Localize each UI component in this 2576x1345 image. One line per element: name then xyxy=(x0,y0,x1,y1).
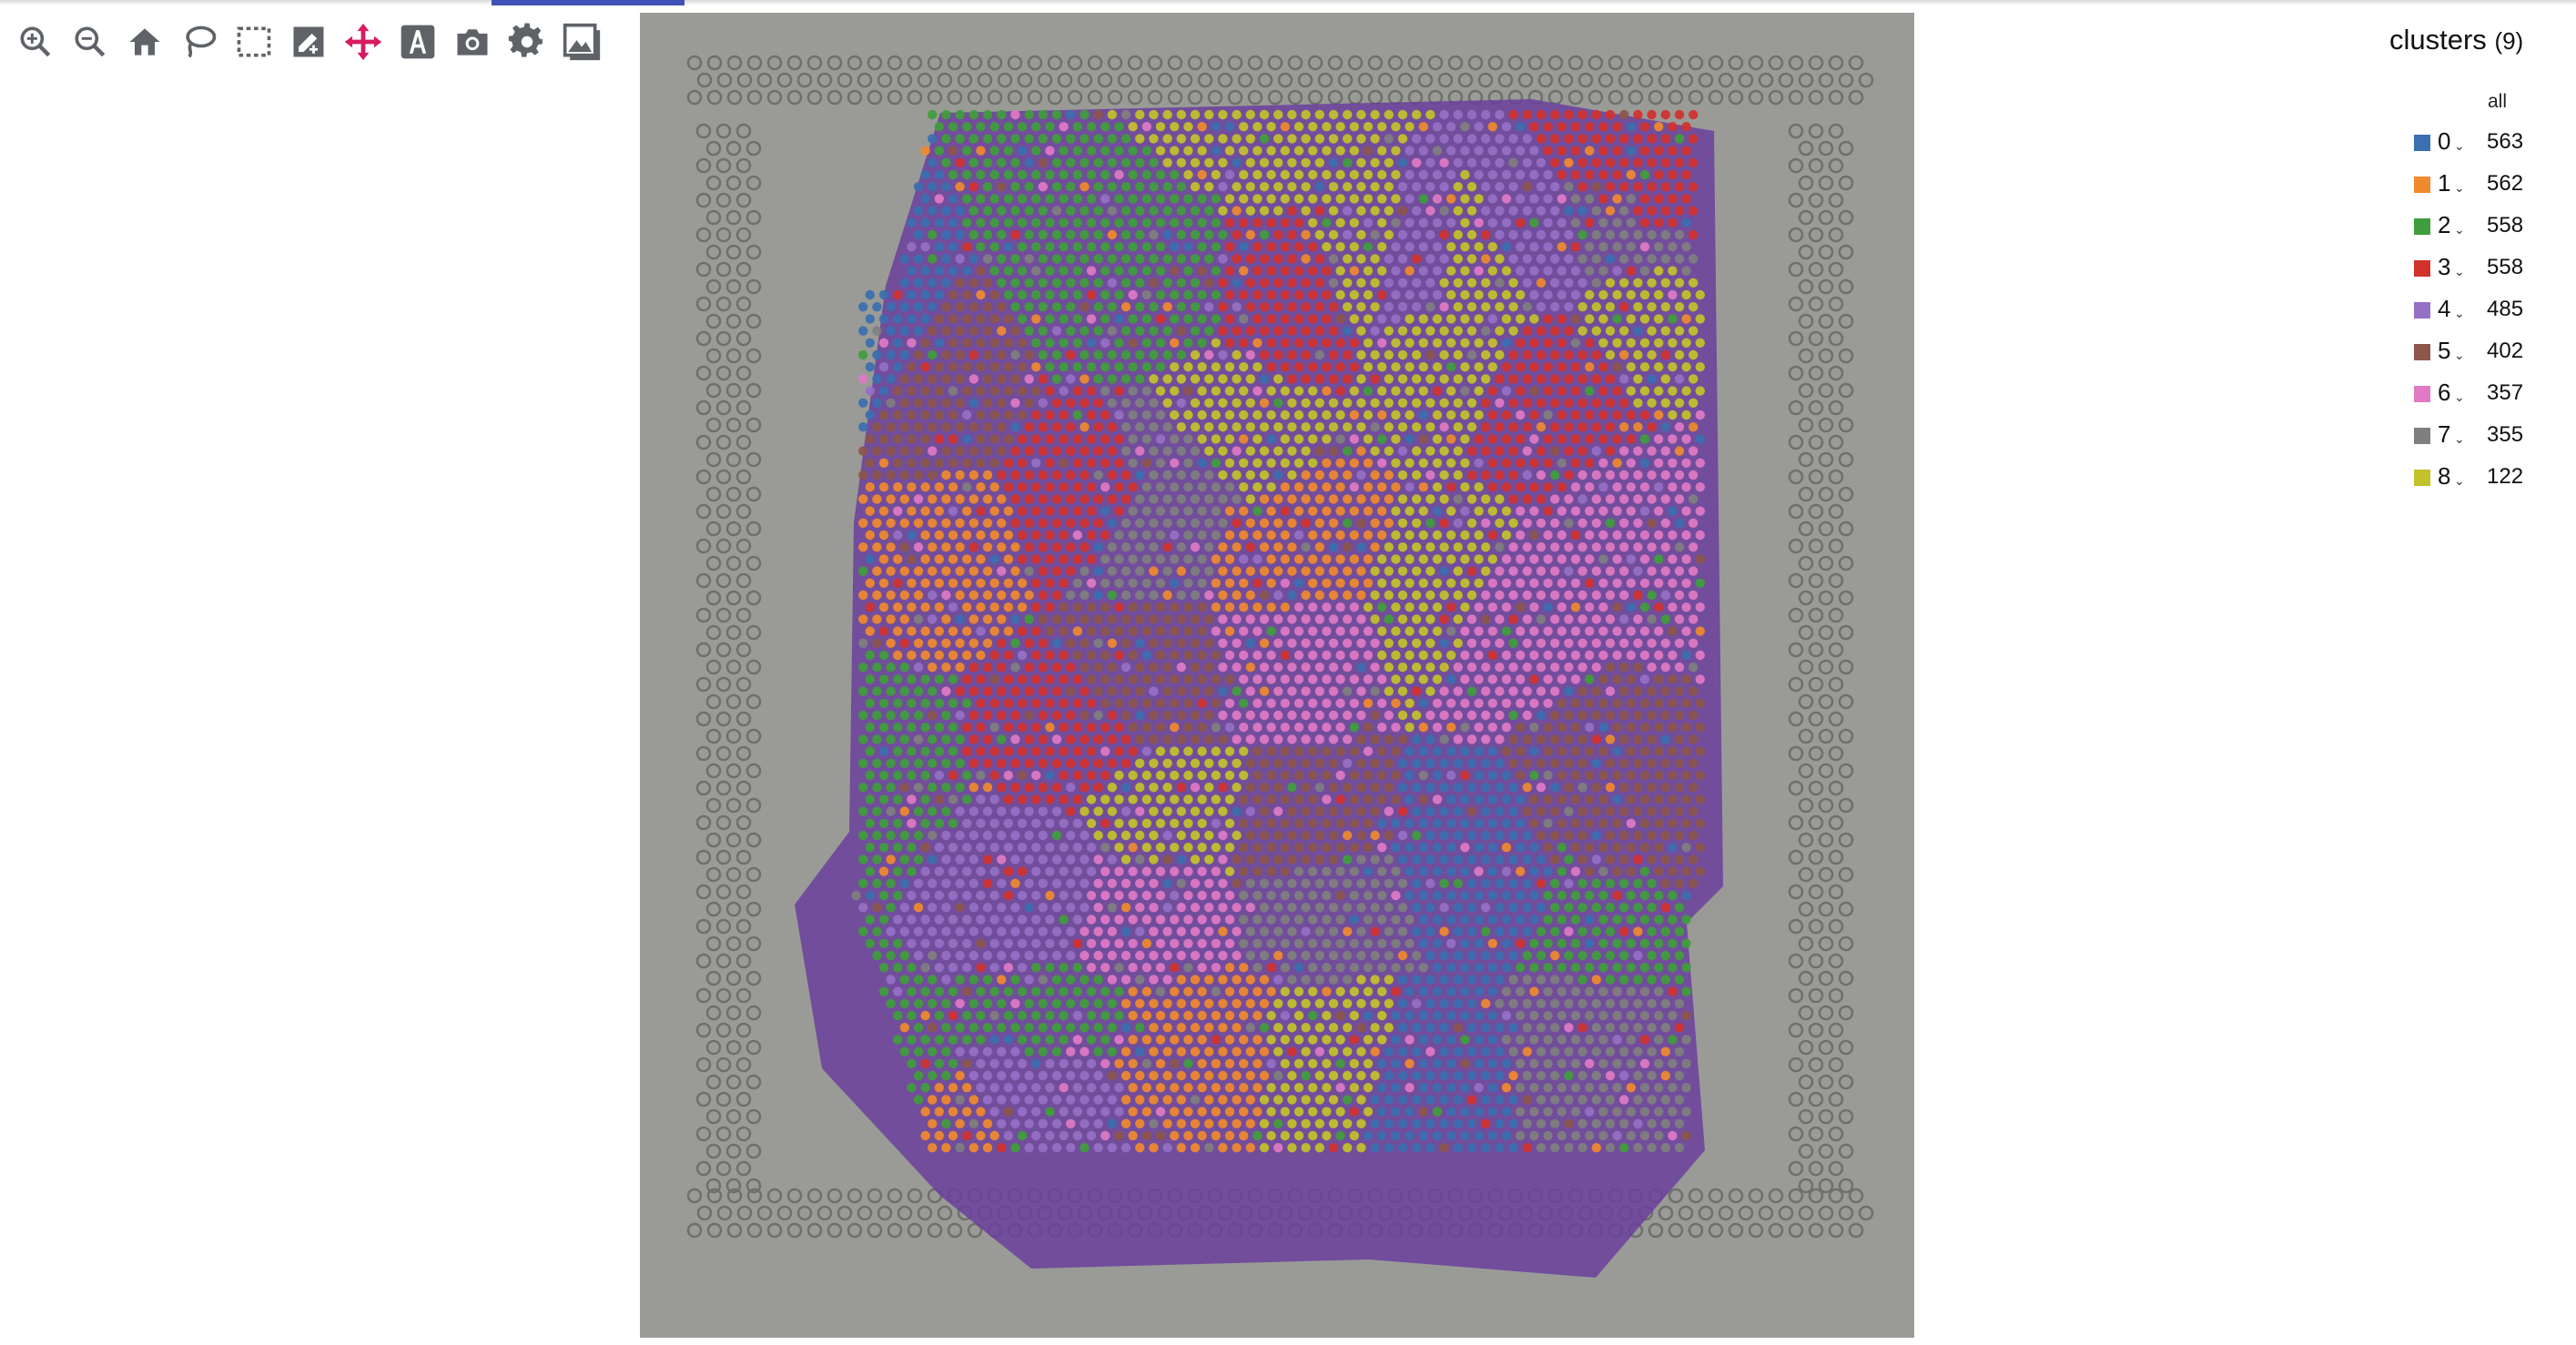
chevron-down-icon[interactable]: ⌄ xyxy=(2454,348,2465,362)
legend-swatch xyxy=(2414,428,2430,444)
legend-item-8[interactable]: 8 ⌄ 122 xyxy=(2414,460,2560,502)
image-icon xyxy=(563,23,601,61)
legend-item-count: 563 xyxy=(2487,129,2524,154)
legend-item-count: 402 xyxy=(2487,339,2524,363)
legend-item-label: 1 xyxy=(2438,169,2451,197)
legend-title-text: clusters xyxy=(2389,24,2487,56)
zoom-out-button[interactable] xyxy=(67,16,113,67)
legend-item-label: 0 xyxy=(2438,127,2451,155)
legend-item-label: 7 xyxy=(2438,420,2451,448)
zoom-in-icon xyxy=(20,26,51,57)
legend-item-count: 355 xyxy=(2487,422,2524,447)
legend-item-label: 6 xyxy=(2438,379,2451,406)
chevron-down-icon[interactable]: ⌄ xyxy=(2454,138,2465,153)
legend-swatch xyxy=(2414,177,2430,193)
chevron-down-icon[interactable]: ⌄ xyxy=(2454,306,2465,320)
chevron-down-icon[interactable]: ⌄ xyxy=(2454,389,2465,404)
legend-swatch xyxy=(2414,302,2430,319)
zoom-out-icon xyxy=(75,26,106,57)
legend-swatch xyxy=(2414,470,2430,486)
chevron-down-icon[interactable]: ⌄ xyxy=(2454,264,2465,278)
chevron-down-icon[interactable]: ⌄ xyxy=(2454,180,2465,195)
legend-item-6[interactable]: 6 ⌄ 357 xyxy=(2414,377,2560,419)
active-tab-indicator xyxy=(492,0,685,5)
legend-item-0[interactable]: 0 ⌄ 563 xyxy=(2414,126,2560,167)
legend-item-count: 357 xyxy=(2487,380,2524,405)
legend-item-label: 2 xyxy=(2438,211,2451,238)
legend-column-header: all xyxy=(2488,91,2508,112)
legend-item-count: 122 xyxy=(2487,464,2524,489)
legend-swatch xyxy=(2414,344,2430,360)
legend-item-count: 558 xyxy=(2487,213,2524,238)
legend-swatch xyxy=(2414,135,2430,151)
pan-button[interactable] xyxy=(340,16,386,67)
top-bar xyxy=(0,0,2576,5)
settings-button[interactable] xyxy=(504,16,550,67)
chevron-down-icon[interactable]: ⌄ xyxy=(2454,473,2465,488)
lasso-icon xyxy=(186,25,217,58)
edit-icon xyxy=(293,26,324,57)
plot-toolbar xyxy=(13,15,604,69)
legend-item-label: 8 xyxy=(2438,462,2451,490)
legend-item-count: 558 xyxy=(2487,255,2524,279)
legend-item-4[interactable]: 4 ⌄ 485 xyxy=(2414,293,2560,335)
legend-swatch xyxy=(2414,218,2430,235)
legend-swatch xyxy=(2414,260,2430,277)
image-toggle-button[interactable] xyxy=(559,16,604,67)
box-select-button[interactable] xyxy=(231,16,277,67)
legend-item-1[interactable]: 1 ⌄ 562 xyxy=(2414,167,2560,209)
home-icon xyxy=(129,28,160,56)
chevron-down-icon[interactable]: ⌄ xyxy=(2454,222,2465,237)
legend-title: clusters (9) xyxy=(2389,24,2523,56)
pan-icon xyxy=(344,23,382,61)
legend-rows: 0 ⌄ 563 1 ⌄ 562 2 ⌄ 558 3 ⌄ 558 4 ⌄ 485 5 ⌄ 402 6 ⌄ 35… xyxy=(2414,126,2560,502)
chevron-down-icon[interactable]: ⌄ xyxy=(2454,431,2465,446)
tissue-image-viewer[interactable] xyxy=(640,13,1914,1338)
box-select-icon xyxy=(237,26,271,57)
legend-item-count: 485 xyxy=(2487,297,2524,321)
home-button[interactable] xyxy=(122,16,167,67)
legend-item-label: 3 xyxy=(2438,253,2451,280)
legend-item-label: 5 xyxy=(2438,337,2451,364)
screenshot-button[interactable] xyxy=(450,16,495,67)
spatial-scatter-plot[interactable] xyxy=(640,13,1914,1338)
text-annotation-button[interactable] xyxy=(395,16,441,67)
zoom-in-button[interactable] xyxy=(13,16,58,67)
legend-item-5[interactable]: 5 ⌄ 402 xyxy=(2414,335,2560,377)
legend-swatch xyxy=(2414,386,2430,402)
legend-item-2[interactable]: 2 ⌄ 558 xyxy=(2414,209,2560,251)
lasso-select-button[interactable] xyxy=(177,16,222,67)
legend-item-7[interactable]: 7 ⌄ 355 xyxy=(2414,419,2560,460)
camera-icon xyxy=(457,29,488,56)
legend-cluster-count: (9) xyxy=(2494,27,2524,55)
legend-item-3[interactable]: 3 ⌄ 558 xyxy=(2414,251,2560,293)
legend-item-label: 4 xyxy=(2438,295,2451,322)
legend-item-count: 562 xyxy=(2487,171,2524,196)
settings-icon xyxy=(508,23,543,57)
text-annotation-icon xyxy=(401,25,435,59)
cluster-spots xyxy=(851,109,1706,1153)
edit-button[interactable] xyxy=(286,16,331,67)
